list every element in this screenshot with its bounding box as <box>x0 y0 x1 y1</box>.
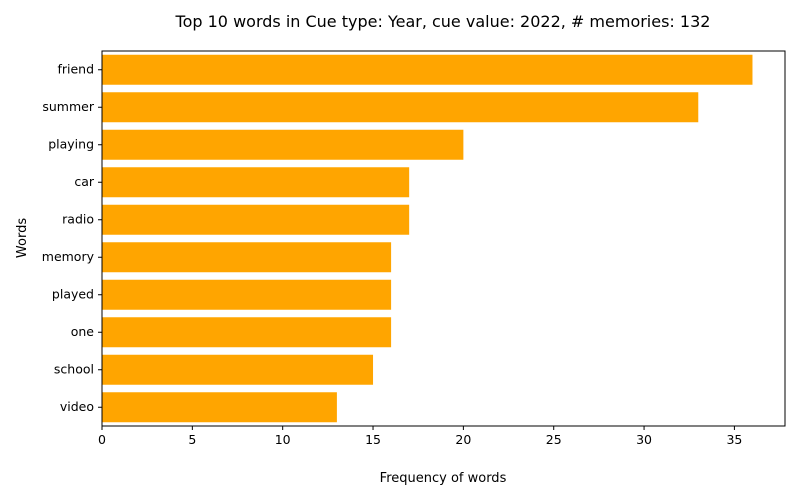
y-tick-label: memory <box>42 249 95 264</box>
bar-car <box>102 167 410 198</box>
x-tick-label: 25 <box>546 432 562 447</box>
bar-radio <box>102 204 410 235</box>
x-tick-label: 20 <box>455 432 471 447</box>
x-tick-label: 15 <box>365 432 381 447</box>
x-tick-label: 0 <box>98 432 106 447</box>
bar-summer <box>102 92 699 123</box>
bars-group <box>102 54 753 423</box>
y-tick-group: friend summer playing car radio memory played o… <box>42 61 102 414</box>
y-tick-label: car <box>74 174 95 189</box>
x-tick-label: 10 <box>275 432 291 447</box>
bar-memory <box>102 242 392 273</box>
y-tick-label: radio <box>62 211 94 226</box>
bar-school <box>102 354 374 385</box>
x-tick-label: 5 <box>188 432 196 447</box>
bar-one <box>102 317 392 348</box>
chart-title: Top 10 words in Cue type: Year, cue valu… <box>175 12 711 31</box>
x-tick-label: 35 <box>726 432 742 447</box>
x-tick-group: 0 5 10 15 20 25 30 35 <box>98 426 742 447</box>
y-tick-label: played <box>52 286 94 301</box>
y-axis-label: Words <box>15 218 30 258</box>
y-tick-label: summer <box>42 99 94 114</box>
plot-frame <box>101 50 786 427</box>
bar-played <box>102 279 392 310</box>
y-tick-label: friend <box>57 61 94 76</box>
x-tick-label: 30 <box>636 432 652 447</box>
y-tick-label: one <box>71 324 95 339</box>
y-tick-label: playing <box>48 136 94 151</box>
bar-playing <box>102 129 464 160</box>
y-tick-label: video <box>60 399 94 414</box>
x-axis-label: Frequency of words <box>380 471 507 486</box>
bar-video <box>102 392 337 423</box>
bar-friend <box>102 54 753 85</box>
y-tick-label: school <box>54 361 94 376</box>
